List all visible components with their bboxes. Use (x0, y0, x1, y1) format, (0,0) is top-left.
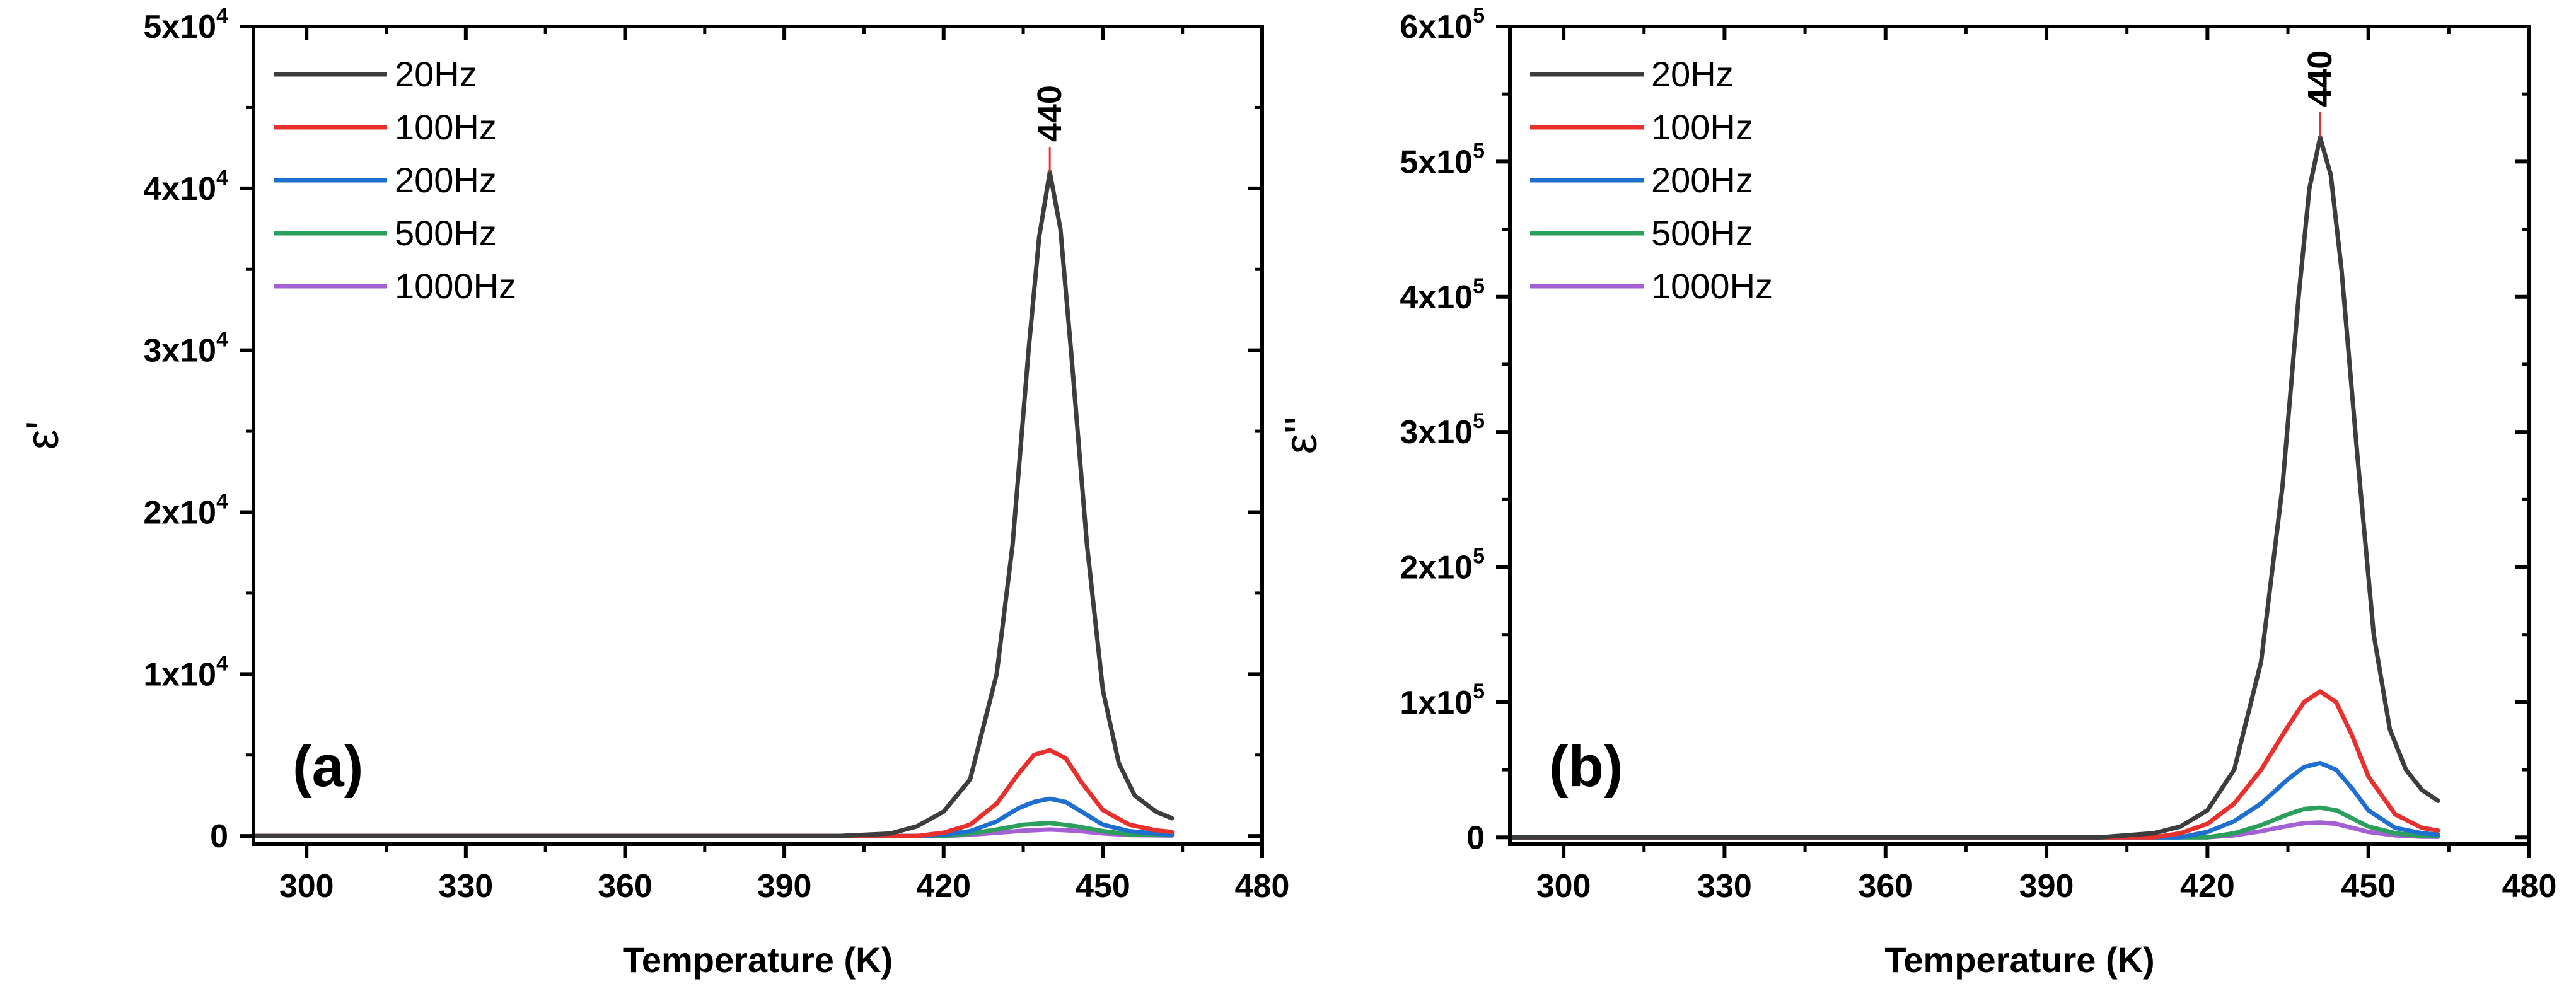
y-tick-label-exponent: 4 (216, 489, 228, 513)
y-tick-label-base: 5x10 (1400, 144, 1473, 180)
x-tick-label: 300 (1536, 868, 1591, 905)
x-tick-label: 420 (916, 868, 971, 905)
y-tick-label-base: 4x10 (1400, 279, 1473, 316)
y-tick-label: 1x105 (1400, 680, 1485, 721)
legend-label-200Hz: 200Hz (1651, 160, 1753, 200)
x-tick-label: 390 (757, 868, 812, 905)
y-tick-label-exponent: 4 (216, 328, 228, 352)
chart-panel-b: 300 330 360 390 420 450 48001x1052x1053x1054x1… (1276, 4, 2556, 980)
legend-label-100Hz: 100Hz (1651, 107, 1753, 147)
y-tick-label-exponent: 4 (216, 4, 228, 28)
legend: 20Hz 100Hz 200Hz 500Hz 1000Hz (274, 54, 516, 306)
y-tick-label-base: 4x10 (143, 171, 216, 207)
legend-label-1000Hz: 1000Hz (1651, 266, 1773, 306)
y-tick-label-exponent: 5 (1473, 274, 1485, 298)
x-tick-label: 480 (1235, 868, 1290, 905)
legend-label-500Hz: 500Hz (395, 213, 497, 253)
axes-frame (1508, 25, 2531, 846)
legend-label-20Hz: 20Hz (395, 54, 477, 94)
y-tick-label-exponent: 5 (1473, 139, 1485, 163)
y-tick-label: 5x104 (143, 4, 228, 45)
y-tick-label: 4x105 (1400, 274, 1485, 316)
x-tick-label: 330 (1697, 868, 1752, 905)
panel-label: (a) (293, 734, 363, 799)
y-tick-label: 1x104 (143, 651, 228, 693)
series-line-100Hz (1510, 689, 2440, 840)
x-tick-label: 330 (438, 868, 493, 905)
x-tick-label: 420 (2180, 868, 2235, 905)
peak-annotation: 440 (2301, 50, 2339, 107)
y-tick-label-base: 5x10 (143, 9, 216, 45)
y-tick-label-exponent: 4 (216, 166, 228, 190)
legend-label-1000Hz: 1000Hz (395, 266, 516, 306)
y-tick-label-base: 6x10 (1400, 9, 1473, 45)
y-tick-label-base: 2x10 (1400, 550, 1473, 586)
y-tick-label-base: 3x10 (143, 333, 216, 369)
x-tick-label: 450 (1076, 868, 1130, 905)
legend-label-20Hz: 20Hz (1651, 54, 1734, 94)
chart-panel-a: 300 330 360 390 420 450 48001x1042x1043x1044x1… (18, 4, 1289, 980)
y-tick-label: 6x105 (1400, 4, 1485, 45)
series-line-1000Hz (1510, 820, 2440, 840)
legend-label-500Hz: 500Hz (1651, 213, 1753, 253)
x-tick-label: 300 (279, 868, 334, 905)
y-tick-label: 5x105 (1400, 139, 1485, 180)
y-tick-label-base: 1x10 (143, 656, 216, 693)
series-line-200Hz (1510, 760, 2440, 840)
y-axis-title: ε'' (1276, 417, 1326, 455)
y-tick-label-exponent: 5 (1473, 409, 1485, 433)
x-tick-label: 360 (1858, 868, 1913, 905)
series-line-20Hz (1510, 135, 2440, 840)
series-line-20Hz (253, 170, 1175, 838)
y-tick-label: 3x105 (1400, 409, 1485, 451)
y-tick-label-base: 3x10 (1400, 414, 1473, 451)
axes-frame (252, 25, 1264, 846)
x-axis-title: Temperature (K) (1884, 940, 2154, 980)
y-axis-title: ε' (18, 421, 68, 450)
x-tick-label: 480 (2502, 868, 2557, 905)
x-axis-title: Temperature (K) (623, 940, 893, 980)
series-line-100Hz (253, 748, 1175, 838)
y-tick-label-exponent: 5 (1473, 680, 1485, 704)
panel-label: (b) (1549, 734, 1623, 799)
legend-label-200Hz: 200Hz (395, 160, 497, 200)
x-tick-label: 360 (598, 868, 653, 905)
legend: 20Hz 100Hz 200Hz 500Hz 1000Hz (1530, 54, 1773, 306)
peak-annotation: 440 (1031, 85, 1069, 142)
series-line-200Hz (253, 796, 1175, 838)
series-line-500Hz (1510, 805, 2440, 840)
legend-label-100Hz: 100Hz (395, 107, 497, 147)
y-tick-label: 2x104 (143, 489, 228, 531)
y-tick-label-base: 2x10 (143, 494, 216, 531)
y-tick-label: 0 (1466, 820, 1485, 856)
y-tick-label-exponent: 4 (216, 651, 228, 675)
y-tick-label: 4x104 (143, 166, 228, 207)
y-tick-label-base: 0 (210, 818, 228, 855)
y-tick-label: 0 (210, 818, 228, 855)
y-tick-label-exponent: 5 (1473, 545, 1485, 569)
y-tick-label-exponent: 5 (1473, 4, 1485, 28)
plot-area (253, 170, 1175, 838)
y-tick-label-base: 1x10 (1400, 685, 1473, 721)
y-tick-label: 3x104 (143, 328, 228, 369)
y-tick-label: 2x105 (1400, 545, 1485, 586)
x-tick-label: 450 (2341, 868, 2396, 905)
y-tick-label-base: 0 (1466, 820, 1485, 856)
x-tick-label: 390 (2019, 868, 2074, 905)
plot-area (1510, 135, 2440, 840)
